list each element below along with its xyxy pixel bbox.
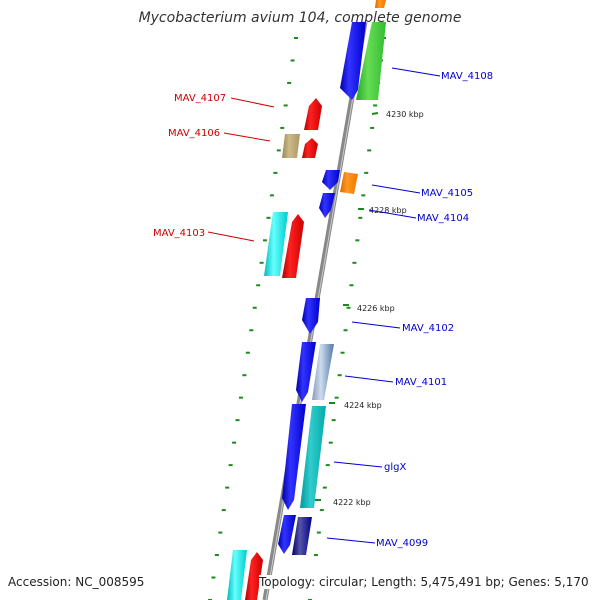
leader-lines [207,67,441,544]
leader-mav4106 [223,132,271,142]
gene-orange[interactable] [340,172,358,194]
tick-label: 4226 kbp [357,304,395,313]
gene-label-mav4108[interactable]: MAV_4108 [441,71,493,82]
leader-mav4103 [207,231,255,242]
gene-mav4106[interactable] [282,134,300,158]
gene-teal[interactable] [300,406,326,508]
gene-mav4102[interactable] [302,298,320,334]
gene-red-large[interactable] [282,214,304,278]
leader-mav4101 [344,375,394,383]
tick-label: 4222 kbp [333,498,371,507]
gene-mav4099[interactable] [278,515,296,554]
gene-glgx[interactable] [282,404,306,510]
gene-mav4105[interactable] [322,170,340,190]
gene-mav4101[interactable] [296,342,316,402]
gene-steel[interactable] [312,344,334,400]
gene-label-mav4106[interactable]: MAV_4106 [168,128,220,139]
gene-label-mav4105[interactable]: MAV_4105 [421,188,473,199]
leader-mav4104 [368,209,417,219]
gene-label-mav4101[interactable]: MAV_4101 [395,377,447,388]
tick-mark [371,112,379,115]
forward-strand-features [227,98,322,600]
gene-label-mav4102[interactable]: MAV_4102 [402,323,454,334]
gene-label-mav4104[interactable]: MAV_4104 [417,213,469,224]
gene-orange-top[interactable] [375,0,386,8]
reverse-strand-features [278,0,386,555]
gene-mav4103[interactable] [264,212,288,276]
leader-glgx [333,461,383,468]
tick-marks [315,112,379,501]
leader-mav4099 [326,537,376,544]
leader-mav4107 [230,97,275,108]
gene-label-mav4107[interactable]: MAV_4107 [174,93,226,104]
topology-text: Topology: circular; Length: 5,475,491 bp… [259,575,593,589]
tick-label: 4230 kbp [386,110,424,119]
leader-mav4102 [351,321,401,329]
gene-red-small[interactable] [302,138,318,158]
gene-label-mav4103[interactable]: MAV_4103 [153,228,205,239]
gene-label-glgx[interactable]: glgX [384,462,406,473]
gene-cyan-bottom[interactable] [227,550,247,600]
gene-green[interactable] [356,22,386,100]
gene-navy[interactable] [292,517,312,555]
tick-label: 4224 kbp [344,401,382,410]
outer-ring-dots [208,37,386,600]
gene-mav4107[interactable] [304,98,322,130]
gene-mav4108[interactable] [340,22,366,100]
gene-label-mav4099[interactable]: MAV_4099 [376,538,428,549]
leader-mav4108 [391,67,441,77]
gene-mav4104[interactable] [319,193,335,218]
leader-mav4105 [371,184,421,194]
accession-text: Accession: NC_008595 [8,575,145,589]
gene-red-bottom[interactable] [245,552,263,600]
tick-label: 4228 kbp [369,206,407,215]
